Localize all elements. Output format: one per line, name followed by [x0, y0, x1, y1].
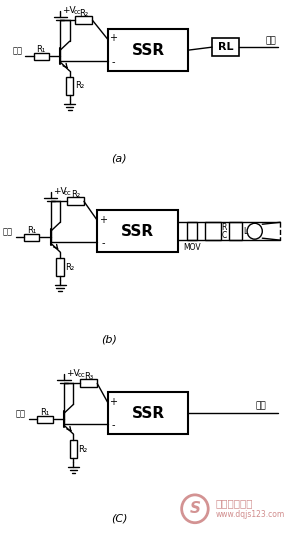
Text: 输入: 输入	[16, 410, 26, 419]
Text: -: -	[101, 238, 105, 248]
Text: www.dqjs123.com: www.dqjs123.com	[216, 510, 285, 519]
Text: 输入: 输入	[12, 47, 22, 56]
Text: SSR: SSR	[131, 43, 164, 58]
Text: R₂: R₂	[71, 190, 80, 199]
Text: +V: +V	[62, 6, 76, 15]
Text: R₂: R₂	[78, 445, 88, 453]
Bar	[229, 222, 242, 240]
Text: cc: cc	[74, 9, 81, 15]
Text: 输出: 输出	[256, 402, 267, 411]
Text: (b): (b)	[102, 335, 118, 344]
Bar	[97, 210, 178, 252]
Bar	[56, 258, 64, 276]
Text: R₂: R₂	[65, 263, 74, 271]
Text: cc: cc	[64, 190, 72, 196]
Text: +: +	[109, 33, 117, 43]
Text: -: -	[112, 420, 115, 430]
Bar	[66, 77, 74, 95]
Text: cc: cc	[77, 372, 85, 378]
Bar	[108, 29, 188, 71]
Text: SSR: SSR	[131, 406, 164, 421]
Bar	[206, 222, 220, 240]
Bar	[38, 416, 52, 423]
Text: SSR: SSR	[121, 223, 154, 239]
Bar	[70, 440, 77, 458]
Text: +: +	[99, 215, 107, 225]
Text: 输入: 输入	[3, 228, 13, 237]
Bar	[67, 197, 84, 205]
Text: R: R	[221, 223, 227, 232]
Text: MOV: MOV	[183, 243, 201, 252]
Text: 输出: 输出	[266, 37, 276, 46]
Bar	[80, 379, 97, 387]
Text: L: L	[243, 227, 247, 235]
Text: RL: RL	[218, 42, 233, 52]
Text: R₁: R₁	[40, 408, 50, 417]
Text: +: +	[109, 397, 117, 407]
Bar	[34, 53, 49, 59]
Text: C: C	[221, 231, 227, 240]
Text: R₁: R₁	[27, 226, 36, 235]
Bar	[75, 16, 92, 25]
Text: +V: +V	[52, 187, 66, 196]
Text: +V: +V	[66, 369, 80, 378]
Bar	[108, 392, 188, 434]
Bar	[187, 222, 197, 240]
Text: R₂: R₂	[75, 81, 84, 90]
Bar	[24, 234, 39, 241]
Text: R₃: R₃	[84, 372, 93, 381]
Text: (a): (a)	[111, 154, 127, 164]
Text: 电工技术之家: 电工技术之家	[216, 498, 253, 508]
Bar	[212, 38, 239, 56]
Text: R₂: R₂	[80, 9, 88, 18]
Text: (C): (C)	[111, 514, 127, 524]
Text: R₁: R₁	[37, 45, 46, 53]
Text: S: S	[189, 501, 200, 516]
Text: -: -	[112, 57, 115, 67]
